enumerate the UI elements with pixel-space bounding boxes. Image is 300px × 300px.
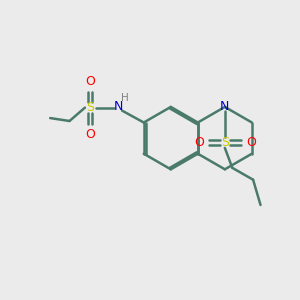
Text: H: H <box>121 93 129 103</box>
Text: N: N <box>220 100 230 113</box>
Text: S: S <box>86 101 94 114</box>
Text: O: O <box>246 136 256 149</box>
Text: O: O <box>194 136 204 149</box>
Text: N: N <box>114 100 123 113</box>
Text: S: S <box>221 136 229 149</box>
Text: O: O <box>85 75 95 88</box>
Text: O: O <box>85 128 95 141</box>
